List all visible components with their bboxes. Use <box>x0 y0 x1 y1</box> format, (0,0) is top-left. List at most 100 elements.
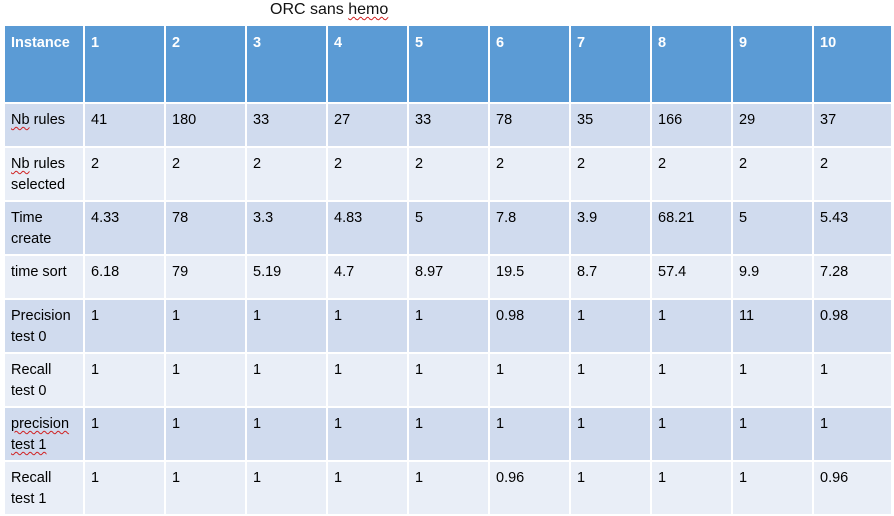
table-cell: 1 <box>326 460 409 516</box>
table-cell: 9.9 <box>731 254 814 300</box>
table-cell: 1 <box>407 298 490 354</box>
table-cell: 5.19 <box>245 254 328 300</box>
table-row: Time create 4.33 78 3.3 4.83 5 7.8 3.9 68.21 5 5.43 <box>3 200 893 256</box>
table-cell: 33 <box>407 102 490 148</box>
table-cell: 27 <box>326 102 409 148</box>
table-cell: 5 <box>407 200 490 256</box>
row-label-part: Nb <box>11 156 30 172</box>
table-row: Nb rules 41 180 33 27 33 78 35 166 29 37 <box>3 102 893 148</box>
table-cell: 41 <box>83 102 166 148</box>
row-label: time sort <box>3 254 85 300</box>
table-cell: 3.3 <box>245 200 328 256</box>
table-cell: 1 <box>83 298 166 354</box>
table-cell: 1 <box>731 406 814 462</box>
row-label-part: test 1 <box>11 437 47 453</box>
table-cell: 8.97 <box>407 254 490 300</box>
row-label-part: test 0 <box>11 383 47 399</box>
row-label-part: test 0 <box>11 329 47 345</box>
table-cell: 2 <box>488 146 571 202</box>
table-cell: 1 <box>326 406 409 462</box>
row-label-part: Time <box>11 210 43 226</box>
table-row: Recall test 1 1 1 1 1 1 0.96 1 1 1 0.96 <box>3 460 893 516</box>
table-cell: 19.5 <box>488 254 571 300</box>
header-column: 3 <box>245 24 328 104</box>
header-column: 6 <box>488 24 571 104</box>
row-label-part: rules <box>29 112 66 128</box>
table-cell: 2 <box>407 146 490 202</box>
table-cell: 1 <box>731 352 814 408</box>
header-column: 10 <box>812 24 893 104</box>
table-cell: 1 <box>326 352 409 408</box>
header-column: 1 <box>83 24 166 104</box>
table-cell: 79 <box>164 254 247 300</box>
row-label-part: time sort <box>11 264 67 280</box>
table-cell: 1 <box>569 298 652 354</box>
header-column: 2 <box>164 24 247 104</box>
table-cell: 1 <box>164 460 247 516</box>
table-cell: 68.21 <box>650 200 733 256</box>
table-body: Nb rules 41 180 33 27 33 78 35 166 29 37 Nb rules se… <box>3 102 893 516</box>
table-cell: 35 <box>569 102 652 148</box>
table-cell: 1 <box>164 298 247 354</box>
table-cell: 29 <box>731 102 814 148</box>
row-label-part: rules <box>29 156 66 172</box>
table-cell: 2 <box>650 146 733 202</box>
row-label-part: Recall <box>11 362 52 378</box>
table-cell: 2 <box>731 146 814 202</box>
table-row: Nb rules selected 2 2 2 2 2 2 2 2 2 2 <box>3 146 893 202</box>
row-label: Recall test 0 <box>3 352 85 408</box>
table-cell: 2 <box>812 146 893 202</box>
row-label-part: Nb <box>11 112 30 128</box>
table-cell: 1 <box>569 352 652 408</box>
table-cell: 1 <box>407 406 490 462</box>
row-label: Nb rules <box>3 102 85 148</box>
table-cell: 0.98 <box>812 298 893 354</box>
row-label: Precision test 0 <box>3 298 85 354</box>
table-cell: 1 <box>83 352 166 408</box>
table-cell: 57.4 <box>650 254 733 300</box>
table-cell: 33 <box>245 102 328 148</box>
table-cell: 1 <box>650 406 733 462</box>
table-cell: 8.7 <box>569 254 652 300</box>
row-label: Nb rules selected <box>3 146 85 202</box>
table-title: ORC sans hemo <box>270 0 388 20</box>
table-cell: 1 <box>245 352 328 408</box>
header-column: 7 <box>569 24 652 104</box>
header-column: 4 <box>326 24 409 104</box>
table-cell: 5 <box>731 200 814 256</box>
row-label-part: selected <box>11 177 66 193</box>
table-cell: 1 <box>407 460 490 516</box>
results-table: Instance 1 2 3 4 5 6 7 8 9 10 Nb rules 41… <box>3 24 893 516</box>
table-cell: 1 <box>83 460 166 516</box>
row-label: Time create <box>3 200 85 256</box>
table-cell: 1 <box>569 406 652 462</box>
table-cell: 5.43 <box>812 200 893 256</box>
table-cell: 166 <box>650 102 733 148</box>
table-cell: 2 <box>326 146 409 202</box>
table-cell: 1 <box>83 406 166 462</box>
table-cell: 1 <box>650 460 733 516</box>
table-cell: 1 <box>812 352 893 408</box>
table-cell: 4.7 <box>326 254 409 300</box>
row-label-part: test 1 <box>11 491 47 507</box>
table-cell: 0.96 <box>488 460 571 516</box>
table-cell: 78 <box>164 200 247 256</box>
row-label-part: Recall <box>11 470 52 486</box>
table-cell: 78 <box>488 102 571 148</box>
header-row: Instance 1 2 3 4 5 6 7 8 9 10 <box>3 24 893 104</box>
table-cell: 37 <box>812 102 893 148</box>
table-row: time sort 6.18 79 5.19 4.7 8.97 19.5 8.7 57.4 9.9… <box>3 254 893 300</box>
table-cell: 1 <box>245 460 328 516</box>
row-label: precision test 1 <box>3 406 85 462</box>
row-label: Recall test 1 <box>3 460 85 516</box>
table-cell: 0.98 <box>488 298 571 354</box>
table-cell: 1 <box>650 298 733 354</box>
table-cell: 1 <box>326 298 409 354</box>
table-cell: 4.83 <box>326 200 409 256</box>
table-cell: 1 <box>164 352 247 408</box>
table-cell: 6.18 <box>83 254 166 300</box>
table-cell: 4.33 <box>83 200 166 256</box>
row-label-part: create <box>11 231 52 247</box>
